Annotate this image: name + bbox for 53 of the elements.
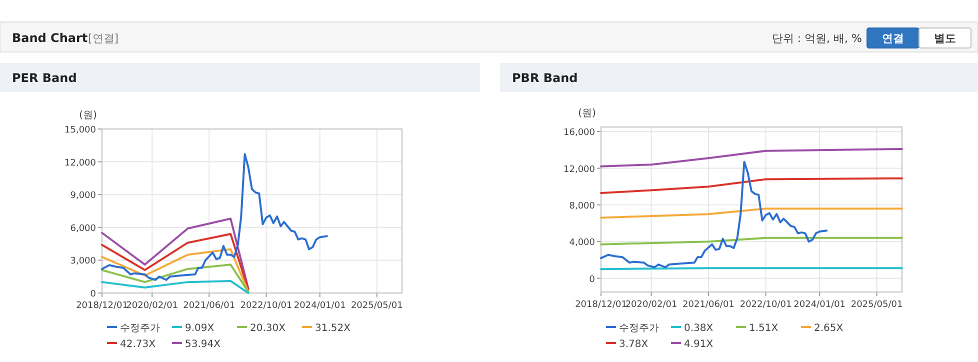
x-tick-label: 2021/06/01 [682,300,734,310]
line-series [600,148,903,168]
legend-label: 20.30X [250,323,286,334]
y-tick-label: 12,000 [564,164,596,175]
legend-label: 42.73X [120,339,156,350]
y-tick-label: 0 [589,274,596,285]
text: 별도 [934,32,956,45]
text: Band Chart [12,31,88,45]
y-axis-title: (원) [79,110,97,121]
legend-label: 4.91X [684,339,714,350]
x-tick-label: 2025/05/01 [350,301,403,311]
y-tick-label: 0 [90,290,96,300]
text: 연결 [882,32,904,45]
x-tick-label: 2022/10/01 [740,300,792,310]
legend-label: 1.51X [749,323,778,334]
y-tick-label: 6,000 [70,224,96,234]
y-tick-label: 9,000 [70,191,96,202]
line-series [101,153,328,281]
x-tick-label: 2024/01/01 [294,301,346,311]
y-tick-label: 3,000 [70,256,96,267]
line-series [101,264,250,293]
y-tick-label: 12,000 [64,158,96,168]
x-tick-label: 2018/12/01 [76,301,128,311]
chart-title: PBR Band [512,71,578,85]
line-series [101,232,250,291]
line-series [600,177,903,194]
x-tick-label: 2018/12/01 [575,300,627,310]
legend-label: 수정주가 [120,323,160,334]
y-tick-label: 4,000 [569,238,596,248]
legend-label: 수정주가 [619,323,659,334]
y-tick-label: 8,000 [569,201,596,212]
legend-label: 31.52X [315,323,351,334]
legend-label: 2.65X [814,323,844,334]
legend-label: 3.78X [619,339,648,350]
chart-title: PER Band [12,71,77,85]
y-tick-label: 15,000 [64,126,96,136]
x-tick-label: 2020/02/01 [625,300,678,310]
x-tick-label: 2025/05/01 [850,300,903,310]
line-series [101,280,250,294]
x-tick-label: 2022/10/01 [240,301,292,311]
y-axis-title: (원) [578,108,596,119]
x-tick-label: 2021/06/01 [183,301,236,311]
line-series [101,218,250,290]
line-series [101,248,250,293]
legend-label: 9.09X [185,323,214,334]
line-series [600,160,828,268]
y-tick-label: 16,000 [564,128,596,138]
legend-label: 53.94X [185,339,221,350]
x-tick-label: 2024/01/01 [794,300,846,310]
text: 단위 : 억원, 배, % [772,32,862,45]
text: [연결] [88,32,119,45]
legend-label: 0.38X [684,323,714,334]
x-tick-label: 2020/02/01 [126,301,178,311]
